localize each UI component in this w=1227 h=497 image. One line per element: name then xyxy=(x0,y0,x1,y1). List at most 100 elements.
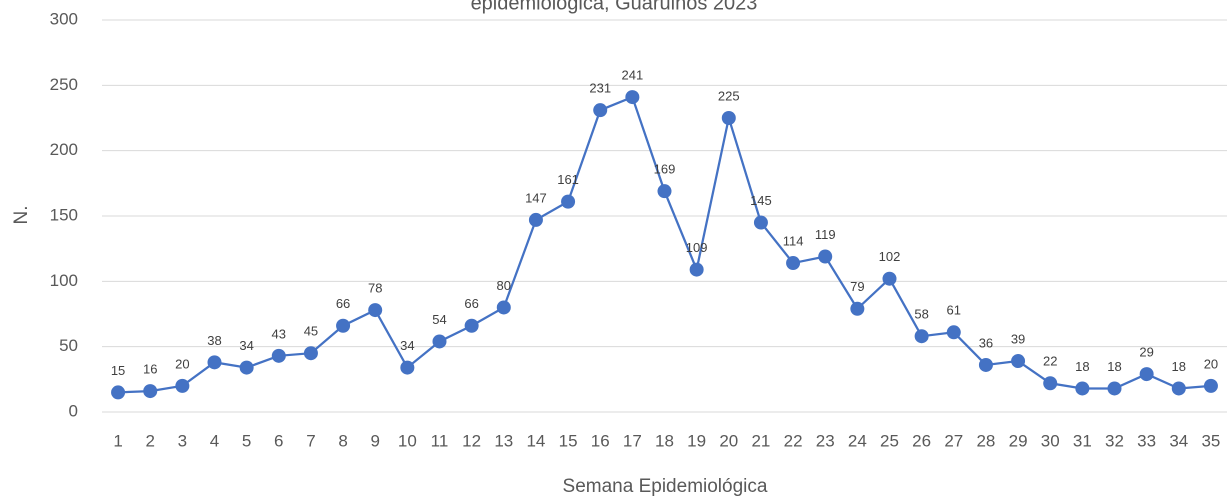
y-tick-label: 100 xyxy=(50,271,78,290)
x-tick-label: 26 xyxy=(912,431,931,450)
marker xyxy=(207,355,222,370)
marker xyxy=(496,300,511,315)
data-label: 225 xyxy=(718,88,740,103)
marker xyxy=(753,215,768,230)
x-tick-label: 17 xyxy=(623,431,642,450)
marker xyxy=(850,301,865,316)
data-label: 241 xyxy=(622,68,644,83)
x-tick-label: 32 xyxy=(1105,431,1124,450)
marker xyxy=(882,271,897,286)
marker xyxy=(786,256,801,271)
x-tick-label: 1 xyxy=(113,431,122,450)
y-tick-label: 200 xyxy=(50,140,78,159)
x-tick-label: 28 xyxy=(976,431,995,450)
y-axis-title: N. xyxy=(11,206,32,225)
x-tick-label: 10 xyxy=(398,431,417,450)
marker xyxy=(368,303,383,318)
marker xyxy=(1139,367,1154,382)
marker xyxy=(336,318,351,333)
x-tick-label: 8 xyxy=(338,431,347,450)
data-label: 18 xyxy=(1075,359,1089,374)
x-tick-label: 15 xyxy=(559,431,578,450)
marker xyxy=(946,325,961,340)
x-tick-label: 24 xyxy=(848,431,867,450)
marker xyxy=(464,318,479,333)
data-label: 34 xyxy=(239,338,253,353)
data-label: 78 xyxy=(368,281,382,296)
data-label: 38 xyxy=(207,333,221,348)
marker xyxy=(818,249,833,264)
data-label: 79 xyxy=(850,279,864,294)
data-label: 61 xyxy=(947,303,961,318)
x-tick-label: 2 xyxy=(145,431,154,450)
data-label: 54 xyxy=(432,312,446,327)
marker xyxy=(432,334,447,349)
marker xyxy=(561,194,576,209)
data-label: 145 xyxy=(750,193,772,208)
data-label: 43 xyxy=(272,326,286,341)
marker xyxy=(689,262,704,277)
marker xyxy=(1107,381,1122,396)
data-label: 36 xyxy=(979,335,993,350)
data-label: 18 xyxy=(1107,359,1121,374)
marker xyxy=(528,212,543,227)
data-label: 29 xyxy=(1139,345,1153,360)
marker xyxy=(143,384,158,399)
x-tick-label: 34 xyxy=(1169,431,1188,450)
marker xyxy=(271,348,286,363)
data-label: 45 xyxy=(304,324,318,339)
x-tick-label: 3 xyxy=(178,431,187,450)
x-tick-label: 6 xyxy=(274,431,283,450)
x-tick-label: 22 xyxy=(784,431,803,450)
data-label: 80 xyxy=(497,278,511,293)
x-tick-label: 27 xyxy=(944,431,963,450)
data-label: 20 xyxy=(1204,356,1218,371)
marker xyxy=(239,360,254,375)
x-tick-label: 13 xyxy=(494,431,513,450)
marker xyxy=(625,90,640,105)
marker xyxy=(1203,378,1218,393)
marker xyxy=(303,346,318,361)
data-label: 161 xyxy=(557,172,579,187)
marker xyxy=(1011,354,1026,369)
x-tick-label: 23 xyxy=(816,431,835,450)
y-tick-label: 150 xyxy=(50,205,78,224)
x-tick-label: 5 xyxy=(242,431,251,450)
x-tick-label: 35 xyxy=(1201,431,1220,450)
data-label: 66 xyxy=(336,296,350,311)
data-label: 231 xyxy=(589,81,611,96)
data-label: 102 xyxy=(879,249,901,264)
x-tick-label: 14 xyxy=(526,431,545,450)
data-label: 15 xyxy=(111,363,125,378)
x-axis-title: Semana Epidemiológica xyxy=(563,476,768,497)
x-tick-label: 25 xyxy=(880,431,899,450)
data-label: 114 xyxy=(783,233,804,248)
data-label: 66 xyxy=(464,296,478,311)
x-tick-label: 29 xyxy=(1009,431,1028,450)
x-tick-label: 4 xyxy=(210,431,219,450)
data-label: 169 xyxy=(654,162,676,177)
data-label: 22 xyxy=(1043,354,1057,369)
marker xyxy=(1171,381,1186,396)
marker xyxy=(111,385,126,400)
marker xyxy=(657,184,672,199)
data-label: 109 xyxy=(686,240,708,255)
x-tick-label: 33 xyxy=(1137,431,1156,450)
y-tick-label: 0 xyxy=(69,401,78,420)
marker xyxy=(1075,381,1090,396)
data-label: 34 xyxy=(400,338,414,353)
x-tick-label: 31 xyxy=(1073,431,1092,450)
x-tick-label: 20 xyxy=(719,431,738,450)
marker xyxy=(1043,376,1058,391)
marker xyxy=(978,357,993,372)
data-label: 39 xyxy=(1011,331,1025,346)
marker xyxy=(175,378,190,393)
marker xyxy=(400,360,415,375)
data-label: 58 xyxy=(914,307,928,322)
chart-title: epidemiológica, Guarulhos 2023 xyxy=(471,0,758,14)
x-tick-label: 7 xyxy=(306,431,315,450)
series-line xyxy=(118,95,1212,394)
data-label: 18 xyxy=(1172,359,1186,374)
marker xyxy=(593,103,608,118)
